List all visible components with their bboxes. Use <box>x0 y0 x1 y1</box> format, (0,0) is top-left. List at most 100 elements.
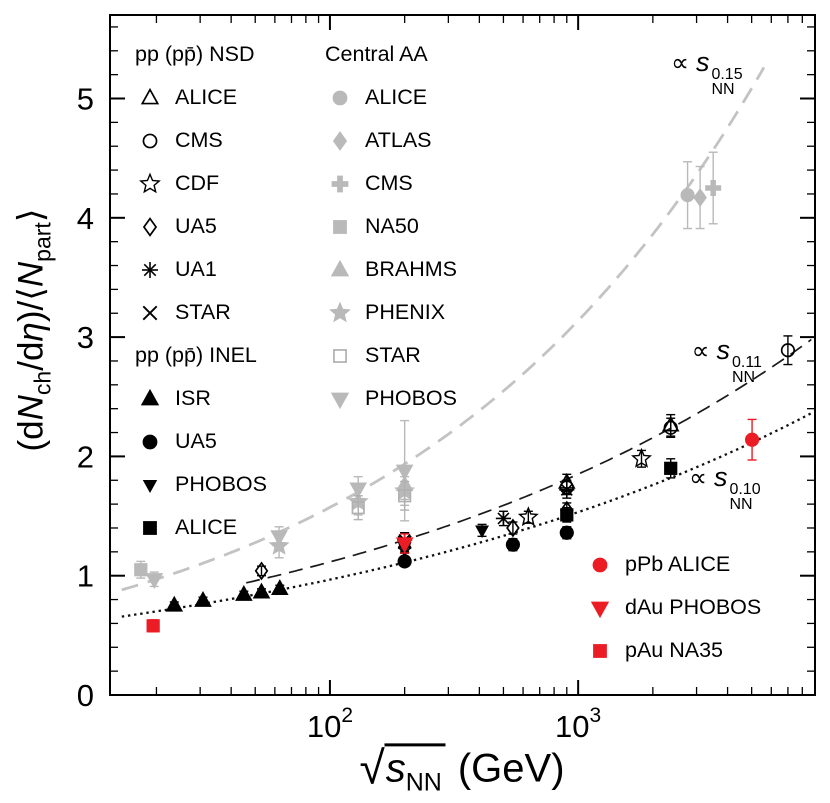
y-tick-label: 4 <box>77 201 94 236</box>
plus-icon <box>705 179 722 196</box>
triangle-up-icon <box>140 388 160 405</box>
diamond-icon <box>254 561 269 581</box>
fit-label-pp-nsd-fit: ∝ s 0.11 NN <box>691 334 762 386</box>
triangle-up-icon <box>140 87 160 104</box>
y-tick-label: 0 <box>77 678 94 713</box>
legend-label: PHOBOS <box>175 472 267 496</box>
square-icon <box>134 563 148 577</box>
legend-label: pAu NA35 <box>625 638 724 662</box>
diamond-icon <box>142 216 158 237</box>
series-dau-phobos <box>395 533 414 554</box>
series-pp-inel-isr <box>165 579 289 612</box>
plus-icon <box>331 175 349 192</box>
legend-title-pp-pp-nsd: pp (pp̄) NSD <box>135 42 255 66</box>
asterisk-icon <box>559 482 575 498</box>
circle-icon <box>397 554 412 569</box>
series-pp-inel-alice <box>560 458 678 523</box>
series-pp-nsd-cdf <box>517 447 652 527</box>
legend-small-systems: pPb ALICE dAu PHOBOS pAu NA35 <box>585 543 761 672</box>
legend-label: STAR <box>175 300 231 324</box>
legend-item-dau-phobos: dAu PHOBOS <box>585 586 761 629</box>
triangle-down-icon <box>142 479 158 493</box>
star-icon <box>329 301 351 322</box>
legend-label: ALICE <box>365 85 428 109</box>
series-central-aa-phenix <box>268 475 416 559</box>
triangle-up-icon <box>330 259 350 276</box>
square-icon <box>143 520 157 535</box>
legend-label: UA5 <box>175 429 217 453</box>
ylabel-part: /d <box>11 341 51 371</box>
legend-label: UA1 <box>175 257 217 281</box>
legend-label: CMS <box>175 128 223 152</box>
legend-title-central-aa: Central AA <box>325 42 428 66</box>
legend-column-central-aa: Central AA ALICE ATLAS CMS NA50 BRAHMS PHENIX S… <box>325 33 457 420</box>
asterisk-icon <box>142 261 158 278</box>
ylabel-part: η <box>11 322 51 342</box>
diamond-icon <box>332 130 348 151</box>
circle-icon <box>592 557 608 572</box>
legend-central-aa: Central AA ALICE ATLAS CMS NA50 BRAHMS PHENIX S… <box>325 33 457 420</box>
square-icon <box>333 219 347 234</box>
fit-curve-pp-nsd-fit <box>246 338 812 584</box>
legend-item-brahms: BRAHMS <box>325 248 457 291</box>
y-tick-label: 3 <box>77 320 94 355</box>
y-axis-label: (dNch/dη)/⟨Npart⟩ <box>12 209 57 452</box>
square-icon <box>143 520 157 535</box>
xlabel-symbol: s <box>385 746 406 791</box>
legend-item-na50: NA50 <box>325 205 457 248</box>
y-tick-label: 5 <box>77 82 94 117</box>
fit-label-pp-inel-fit: ∝ s 0.10 NN <box>689 462 761 514</box>
legend-label: PHOBOS <box>365 386 457 410</box>
plus-icon <box>331 175 349 192</box>
legend-item-ua1: UA1 <box>135 248 267 291</box>
square-icon <box>664 461 678 475</box>
legend-label: pPb ALICE <box>625 552 731 576</box>
xlabel-units: (GeV) <box>457 746 565 791</box>
ylabel-part: ch <box>29 370 56 396</box>
triangle-up-icon <box>270 579 289 595</box>
y-tick-label: 2 <box>77 439 94 474</box>
legend-item-phenix: PHENIX <box>325 291 457 334</box>
legend-label: dAu PHOBOS <box>625 595 762 619</box>
circle-icon <box>142 133 158 148</box>
legend-item-alice: ALICE <box>135 76 267 119</box>
ylabel-part: N <box>11 395 51 421</box>
legend-label: CMS <box>365 171 413 195</box>
xcross-icon <box>142 305 158 320</box>
star-icon <box>139 172 161 193</box>
legend-item-phobos: PHOBOS <box>135 463 267 506</box>
triangle-down-icon <box>330 392 350 409</box>
legend-title-pp-pp-inel: pp (pp̄) INEL <box>135 343 257 367</box>
radicand: sNN <box>384 743 446 796</box>
star-icon <box>268 534 290 555</box>
square-icon <box>146 619 160 633</box>
legend-label: BRAHMS <box>365 257 457 281</box>
square-icon <box>593 643 607 658</box>
legend-label: CDF <box>175 171 220 195</box>
fit-curve-pp-inel-fit <box>121 412 812 618</box>
circle-icon <box>332 90 348 105</box>
series-central-aa-atlas <box>693 165 707 230</box>
diamond-icon <box>506 518 520 538</box>
legend-item-phobos: PHOBOS <box>325 377 457 420</box>
star-icon <box>329 301 351 322</box>
ylabel-part: (d <box>11 420 51 452</box>
series-pp-nsd-alice <box>557 413 680 492</box>
circle-icon <box>744 432 760 447</box>
triangle-down-icon <box>145 573 164 590</box>
triangle-down-icon <box>142 479 158 493</box>
diamond-icon <box>693 188 707 207</box>
triangle-up-icon <box>194 591 212 607</box>
x-tick-label: 102 <box>307 704 353 744</box>
triangle-down-icon <box>590 601 610 618</box>
legend-pp-inel: pp (pp̄) INEL ISR UA5 PHOBOS ALICE <box>135 334 267 549</box>
triangle-down-icon <box>590 601 610 618</box>
star-icon <box>517 506 539 527</box>
plot-frame <box>109 14 816 696</box>
legend-column-pp: pp (pp̄) NSD ALICE CMS CDF UA5 UA1 STAR pp (pp… <box>135 33 267 549</box>
circle-icon <box>332 90 348 105</box>
circle-icon <box>142 434 158 449</box>
square-icon <box>593 643 607 658</box>
